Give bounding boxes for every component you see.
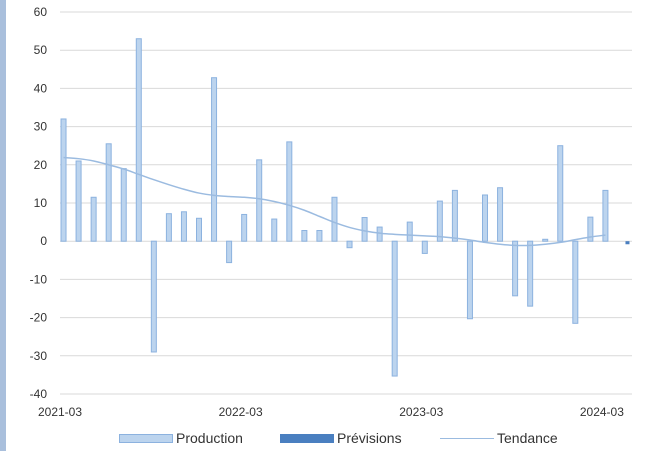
- y-tick-label: 0: [40, 234, 47, 248]
- production-bar: [542, 238, 549, 242]
- x-tick-label: 2021-03: [38, 405, 82, 419]
- y-tick-label: 60: [34, 5, 48, 19]
- x-tick-label: 2022-03: [219, 405, 263, 419]
- production-bar: [165, 213, 172, 242]
- production-bar: [211, 77, 218, 242]
- y-tick-label: 50: [34, 43, 48, 57]
- y-tick-label: -20: [30, 311, 48, 325]
- y-tick-label: -10: [30, 272, 48, 286]
- production-bar: [180, 211, 187, 242]
- production-bar: [436, 200, 443, 242]
- production-bar: [346, 240, 353, 249]
- production-bar: [135, 38, 142, 242]
- y-tick-label: 40: [34, 81, 48, 95]
- legend-item-previsions: Prévisions: [280, 428, 402, 448]
- production-bar: [256, 159, 263, 242]
- production-bar: [286, 141, 293, 242]
- production-bar: [406, 221, 413, 242]
- x-tick-label: 2023-03: [399, 405, 443, 419]
- y-tick-label: 10: [34, 196, 48, 210]
- production-bar: [301, 230, 308, 242]
- production-bar: [512, 240, 519, 297]
- production-bar: [421, 240, 428, 254]
- production-bar: [331, 196, 338, 242]
- production-bar: [90, 196, 97, 242]
- production-bar: [226, 240, 233, 264]
- forecast-bar: [625, 241, 630, 245]
- production-bar: [557, 145, 564, 242]
- y-tick-label: 20: [34, 158, 48, 172]
- production-bar: [361, 217, 368, 242]
- production-bar: [241, 213, 248, 242]
- production-bar: [527, 240, 534, 307]
- tendance-swatch: [440, 437, 494, 439]
- bars-group: [60, 38, 630, 377]
- production-bar: [75, 160, 82, 242]
- left-accent-bar: [0, 0, 6, 451]
- production-bar: [497, 187, 504, 242]
- production-bar: [120, 168, 127, 242]
- production-bar: [60, 118, 67, 242]
- y-tick-label: -30: [30, 349, 48, 363]
- production-bar: [376, 226, 383, 242]
- legend-label-production: Production: [176, 430, 243, 446]
- production-bar: [572, 240, 579, 324]
- production-bar: [587, 216, 594, 242]
- y-tick-label: 30: [34, 120, 48, 134]
- production-bar: [466, 240, 473, 320]
- legend-label-previsions: Prévisions: [337, 430, 402, 446]
- production-swatch: [119, 433, 173, 443]
- legend-item-production: Production: [119, 428, 243, 448]
- y-tick-label: -40: [30, 387, 48, 401]
- production-bar: [271, 218, 278, 242]
- production-bar: [150, 240, 157, 353]
- x-tick-label: 2024-03: [580, 405, 624, 419]
- production-bar: [602, 189, 609, 242]
- production-bar: [451, 189, 458, 242]
- legend-label-tendance: Tendance: [497, 430, 558, 446]
- production-bar: [105, 143, 112, 242]
- legend-item-tendance: Tendance: [440, 428, 558, 448]
- trend-group: [63, 156, 606, 247]
- grid-lines: [60, 11, 632, 395]
- production-bar: [196, 217, 202, 242]
- y-axis: 60 50 40 30 20 10 0 -10 -20 -30 -40: [30, 5, 48, 401]
- previsions-swatch: [280, 433, 334, 443]
- production-bar: [482, 194, 488, 242]
- legend: Production Prévisions Tendance: [0, 428, 659, 448]
- x-axis: 2021-03 2022-03 2023-03 2024-03: [38, 405, 624, 419]
- production-bar: [391, 240, 398, 377]
- trend-line: [63, 156, 606, 247]
- production-bar: [316, 230, 323, 242]
